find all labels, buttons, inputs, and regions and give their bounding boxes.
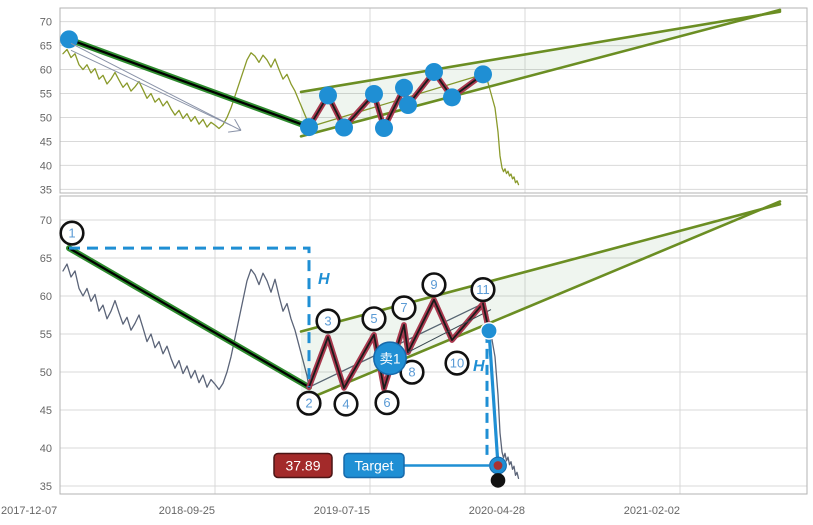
svg-text:50: 50 [40,367,52,379]
svg-text:H: H [473,358,485,375]
svg-text:55: 55 [40,89,52,101]
svg-text:Target: Target [355,458,394,474]
svg-text:4: 4 [342,396,349,411]
svg-text:55: 55 [40,329,52,341]
svg-text:60: 60 [40,291,52,303]
svg-text:6: 6 [383,395,390,410]
svg-text:10: 10 [450,355,464,370]
svg-text:70: 70 [40,215,52,227]
svg-text:卖1: 卖1 [379,351,400,366]
svg-text:70: 70 [40,17,52,29]
svg-text:2019-07-15: 2019-07-15 [314,505,370,517]
svg-text:37.89: 37.89 [285,458,320,474]
svg-text:8: 8 [408,365,415,380]
svg-text:3: 3 [324,313,331,328]
svg-text:2021-02-02: 2021-02-02 [624,505,680,517]
svg-text:H: H [318,271,330,288]
svg-text:60: 60 [40,65,52,77]
svg-text:50: 50 [40,112,52,124]
svg-text:40: 40 [40,443,52,455]
svg-text:65: 65 [40,41,52,53]
svg-text:2017-12-07: 2017-12-07 [1,505,57,517]
svg-text:35: 35 [40,184,52,196]
svg-text:40: 40 [40,160,52,172]
svg-text:2018-09-25: 2018-09-25 [159,505,215,517]
svg-text:65: 65 [40,253,52,265]
svg-text:11: 11 [476,282,490,297]
svg-text:1: 1 [68,225,75,240]
svg-text:2020-04-28: 2020-04-28 [469,505,525,517]
svg-text:35: 35 [40,481,52,493]
svg-text:45: 45 [40,405,52,417]
svg-text:9: 9 [430,277,437,292]
svg-text:2: 2 [305,396,312,411]
svg-text:5: 5 [370,311,377,326]
svg-text:45: 45 [40,136,52,148]
svg-text:7: 7 [400,300,407,315]
